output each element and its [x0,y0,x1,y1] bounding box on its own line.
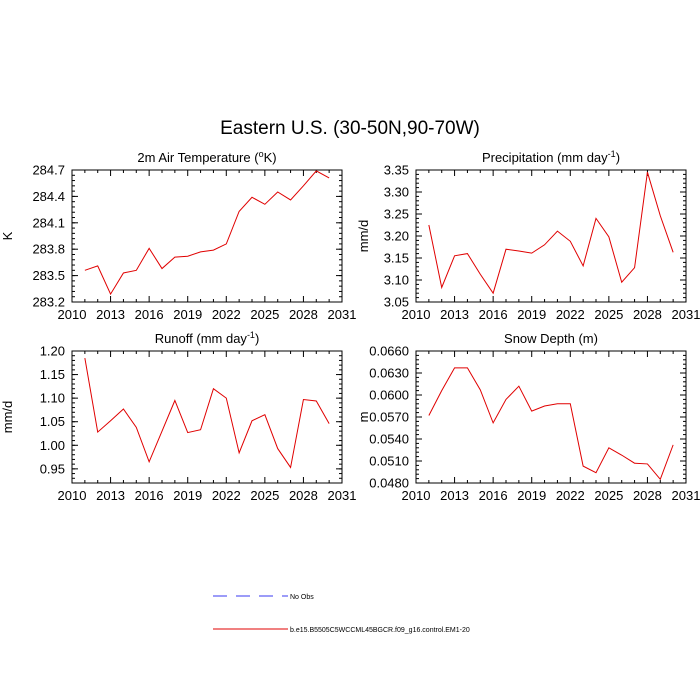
y-axis-title: mm/d [356,220,371,253]
panel-title: Snow Depth (m) [504,331,598,346]
plot-frame-snow-depth [415,350,687,484]
panel-snow-depth: 2010 2013 2016 2019 2022 2025 2028 2031 0.0480 0.… [356,331,700,503]
x-tick-label: 2025 [250,307,279,322]
panel-title-main: Runoff (mm day [155,331,248,346]
x-tick-label: 2016 [135,488,164,503]
panel-title-main: Precipitation (mm day [482,150,608,165]
y-tick-label: 0.0510 [369,454,409,469]
y-tick-label: 283.2 [32,295,65,310]
series-line-snow-depth [428,367,674,481]
panel-title: Precipitation (mm day-1) [482,149,620,165]
x-tick-label: 2019 [173,307,202,322]
x-tick-label: 2031 [328,488,357,503]
y-tick-label: 1.00 [40,438,65,453]
y-tick-label: 3.15 [384,251,409,266]
y-tick-label: 284.1 [32,215,65,230]
panel-title: Runoff (mm day-1) [155,330,260,346]
y-axis-title: m [356,412,371,423]
y-tick-label: 0.95 [40,461,65,476]
x-tick-label: 2019 [517,307,546,322]
y-tick-label: 284.7 [32,163,65,178]
x-tick-label: 2022 [556,307,585,322]
legend-item-control-run: b.e15.B5505C5WCCML45BGCR.f09_g16.control… [213,627,470,634]
x-tick-label: 2010 [58,307,87,322]
x-tick-label: 2028 [289,307,318,322]
x-tick-label: 2031 [328,307,357,322]
x-tick-label: 2025 [250,488,279,503]
panel-title-main: 2m Air Temperature ( [137,150,259,165]
x-tick-label: 2010 [402,307,431,322]
x-tick-label: 2031 [672,488,700,503]
y-tick-label: 3.30 [384,185,409,200]
x-tick-label: 2013 [440,307,469,322]
panel-title-main: Snow Depth (m) [504,331,598,346]
panel-title-superscript: -1 [608,149,616,159]
y-axis-title: K [0,231,15,240]
series-line-runoff [84,357,330,469]
x-tick-label: 2028 [289,488,318,503]
panel-title-tail: ) [255,331,259,346]
x-tick-label: 2022 [212,488,241,503]
x-tick-label: 2013 [96,307,125,322]
panel-precipitation: 2010 2013 2016 2019 2022 2025 2028 2031 3.05 3.10… [356,149,700,322]
y-tick-label: 284.4 [32,189,65,204]
x-tick-label: 2013 [440,488,469,503]
y-tick-label: 1.15 [40,367,65,382]
figure-title: Eastern U.S. (30-50N,90-70W) [220,118,480,139]
x-tick-label: 2025 [594,307,623,322]
x-tick-label: 2016 [479,488,508,503]
legend: No Obs b.e15.B5505C5WCCML45BGCR.f09_g16.… [213,594,470,634]
panel-title-tail: ) [616,150,620,165]
panel-title-tail: K) [264,150,277,165]
panel-title-superscript: -1 [247,330,255,340]
x-tick-label: 2022 [212,307,241,322]
y-tick-label: 0.0600 [369,388,409,403]
x-tick-label: 2022 [556,488,585,503]
y-tick-label: 283.5 [32,268,65,283]
y-tick-label: 1.05 [40,414,65,429]
y-tick-label: 3.10 [384,273,409,288]
y-tick-label: 0.0540 [369,432,409,447]
y-tick-label: 0.0660 [369,344,409,359]
y-tick-label: 3.35 [384,163,409,178]
x-tick-label: 2010 [402,488,431,503]
panels: 2010 2013 2016 2019 2022 2025 2028 2031 283.2 283… [0,149,700,503]
x-tick-label: 2019 [173,488,202,503]
y-tick-label: 0.0480 [369,476,409,491]
plot-frame-air-temperature [71,169,343,303]
y-tick-label: 3.20 [384,229,409,244]
x-tick-label: 2010 [58,488,87,503]
series-line-precipitation [428,172,674,295]
series-line-air-temperature [84,170,330,296]
x-tick-label: 2031 [672,307,700,322]
y-tick-label: 283.8 [32,242,65,257]
legend-label-no-obs: No Obs [290,594,314,601]
legend-label-control-run: b.e15.B5505C5WCCML45BGCR.f09_g16.control… [290,627,470,634]
panel-title-superscript: o [259,149,264,159]
x-tick-label: 2013 [96,488,125,503]
y-tick-label: 0.0630 [369,366,409,381]
x-tick-label: 2028 [633,307,662,322]
x-tick-label: 2019 [517,488,546,503]
x-tick-label: 2016 [479,307,508,322]
y-tick-label: 3.05 [384,295,409,310]
y-tick-label: 1.20 [40,344,65,359]
x-tick-label: 2028 [633,488,662,503]
y-tick-label: 3.25 [384,207,409,222]
legend-item-no-obs: No Obs [213,594,314,601]
y-axis-title: mm/d [0,401,15,434]
y-tick-label: 0.0570 [369,410,409,425]
x-tick-label: 2025 [594,488,623,503]
panel-title: 2m Air Temperature (oK) [137,149,276,165]
panel-air-temperature: 2010 2013 2016 2019 2022 2025 2028 2031 283.2 283… [0,149,356,322]
y-tick-label: 1.10 [40,391,65,406]
plot-frame-runoff [71,350,343,484]
panel-runoff: 2010 2013 2016 2019 2022 2025 2028 2031 0.95 1.00… [0,330,356,503]
x-tick-label: 2016 [135,307,164,322]
